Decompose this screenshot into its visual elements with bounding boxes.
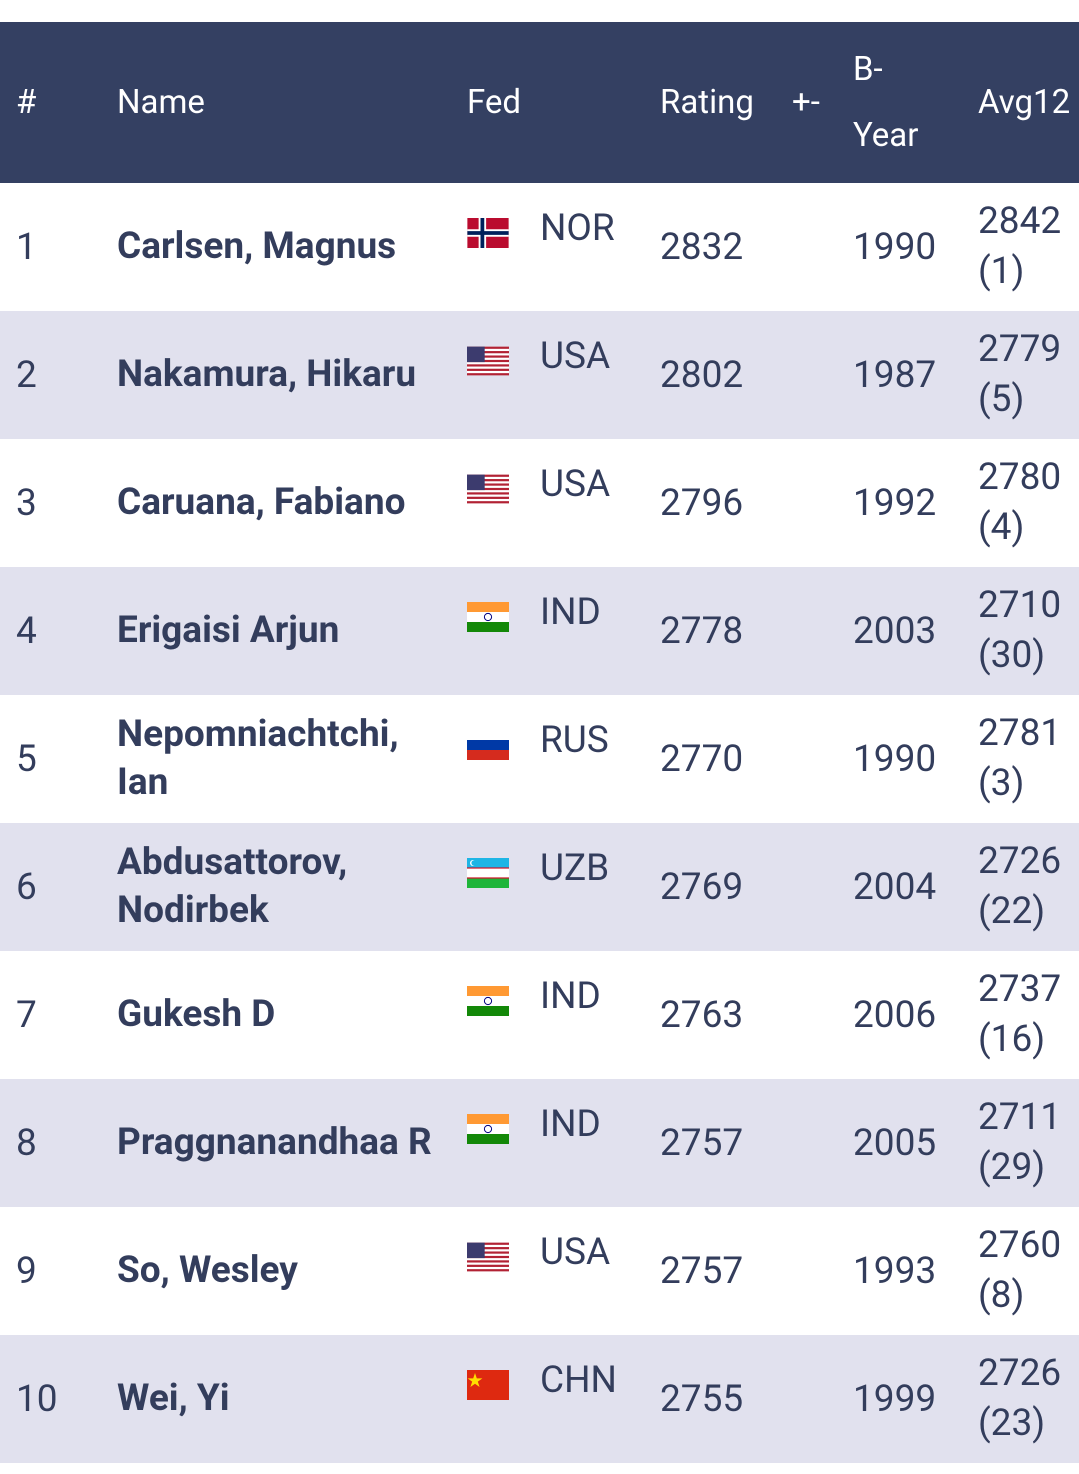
rating: 2770	[660, 737, 744, 781]
rating: 2802	[660, 353, 744, 397]
rating: 2763	[660, 993, 744, 1037]
player-name[interactable]: Abdusattorov, Nodirbek	[117, 841, 348, 932]
rating: 2778	[660, 609, 744, 653]
avg12: 2760 (8)	[978, 1224, 1062, 1317]
rank: 2	[16, 353, 37, 397]
table-row: 3 Caruana, Fabiano USA 2796 1992 2780 (4)	[0, 439, 1079, 567]
column-header[interactable]: Fed	[467, 82, 522, 122]
birth-year: 1987	[853, 353, 937, 397]
column-header[interactable]: +-	[792, 82, 820, 122]
table-row: 10 Wei, Yi CHN 2755 1999 2726 (23)	[0, 1335, 1079, 1463]
rank: 4	[16, 609, 37, 653]
rank: 7	[16, 993, 37, 1037]
flag-icon	[467, 1370, 509, 1400]
table-row: 7 Gukesh D IND 2763 2006 2737 (16)	[0, 951, 1079, 1079]
rating: 2757	[660, 1121, 744, 1165]
avg12: 2710 (30)	[978, 584, 1062, 677]
avg12: 2737 (16)	[978, 968, 1062, 1061]
rank: 8	[16, 1121, 37, 1165]
flag-icon	[467, 346, 509, 376]
table-row: 2 Nakamura, Hikaru USA 2802 1987 2779 (5)	[0, 311, 1079, 439]
player-name[interactable]: So, Wesley	[117, 1249, 298, 1292]
federation: USA	[540, 463, 611, 506]
avg12: 2726 (22)	[978, 840, 1062, 933]
federation: RUS	[540, 719, 609, 762]
rank: 1	[16, 225, 37, 269]
player-name[interactable]: Nepomniachtchi, Ian	[117, 713, 399, 804]
birth-year: 2004	[853, 865, 937, 909]
player-name[interactable]: Erigaisi Arjun	[117, 609, 340, 652]
rank: 10	[16, 1377, 58, 1421]
federation: USA	[540, 335, 611, 378]
player-name[interactable]: Gukesh D	[117, 993, 276, 1036]
column-header: #	[16, 82, 37, 122]
birth-year: 2005	[853, 1121, 937, 1165]
rank: 6	[16, 865, 37, 909]
birth-year: 2006	[853, 993, 937, 1037]
birth-year: 1993	[853, 1249, 937, 1293]
flag-icon	[467, 602, 509, 632]
column-header[interactable]: Rating	[660, 82, 754, 122]
avg12: 2779 (5)	[978, 328, 1062, 421]
table-row: 6 Abdusattorov, Nodirbek UZB 2769 2004 2726 (…	[0, 823, 1079, 951]
table-header: # Name Fed Rating +- B-Year Avg12	[0, 22, 1079, 183]
rating: 2755	[660, 1377, 744, 1421]
flag-icon	[467, 1242, 509, 1272]
rating: 2832	[660, 225, 744, 269]
avg12: 2780 (4)	[978, 456, 1062, 549]
rank: 5	[16, 737, 37, 781]
birth-year: 1990	[853, 225, 937, 269]
player-name[interactable]: Nakamura, Hikaru	[117, 353, 417, 396]
flag-icon	[467, 730, 509, 760]
federation: IND	[540, 591, 601, 634]
rank: 9	[16, 1249, 37, 1293]
federation: CHN	[540, 1359, 617, 1402]
federation: NOR	[540, 207, 615, 250]
player-name[interactable]: Carlsen, Magnus	[117, 225, 397, 268]
federation: IND	[540, 1103, 601, 1146]
table-row: 4 Erigaisi Arjun IND 2778 2003 2710 (30)	[0, 567, 1079, 695]
table-row: 5 Nepomniachtchi, Ian RUS 2770 1990 2781 (3)	[0, 695, 1079, 823]
birth-year: 1990	[853, 737, 937, 781]
table-row: 9 So, Wesley USA 2757 1993 2760 (8)	[0, 1207, 1079, 1335]
avg12: 2842 (1)	[978, 200, 1062, 293]
column-header[interactable]: B-Year	[853, 49, 919, 155]
flag-icon	[467, 218, 509, 248]
flag-icon	[467, 474, 509, 504]
rank: 3	[16, 481, 37, 525]
birth-year: 1992	[853, 481, 937, 525]
flag-icon	[467, 858, 509, 888]
avg12: 2726 (23)	[978, 1352, 1062, 1445]
federation: USA	[540, 1231, 611, 1274]
birth-year: 1999	[853, 1377, 937, 1421]
rating: 2757	[660, 1249, 744, 1293]
rating: 2796	[660, 481, 744, 525]
flag-icon	[467, 1114, 509, 1144]
player-name[interactable]: Wei, Yi	[117, 1377, 230, 1420]
birth-year: 2003	[853, 609, 937, 653]
federation: IND	[540, 975, 601, 1018]
rating: 2769	[660, 865, 744, 909]
flag-icon	[467, 986, 509, 1016]
column-header[interactable]: Name	[117, 82, 205, 122]
avg12: 2711 (29)	[978, 1096, 1062, 1189]
avg12: 2781 (3)	[978, 712, 1062, 805]
table-row: 8 Praggnanandhaa R IND 2757 2005 2711 (29)	[0, 1079, 1079, 1207]
player-name[interactable]: Caruana, Fabiano	[117, 481, 406, 524]
column-header[interactable]: Avg12	[978, 82, 1071, 122]
table-row: 1 Carlsen, Magnus NOR 2832 1990 2842 (1)	[0, 183, 1079, 311]
player-name[interactable]: Praggnanandhaa R	[117, 1121, 432, 1164]
federation: UZB	[540, 847, 610, 890]
